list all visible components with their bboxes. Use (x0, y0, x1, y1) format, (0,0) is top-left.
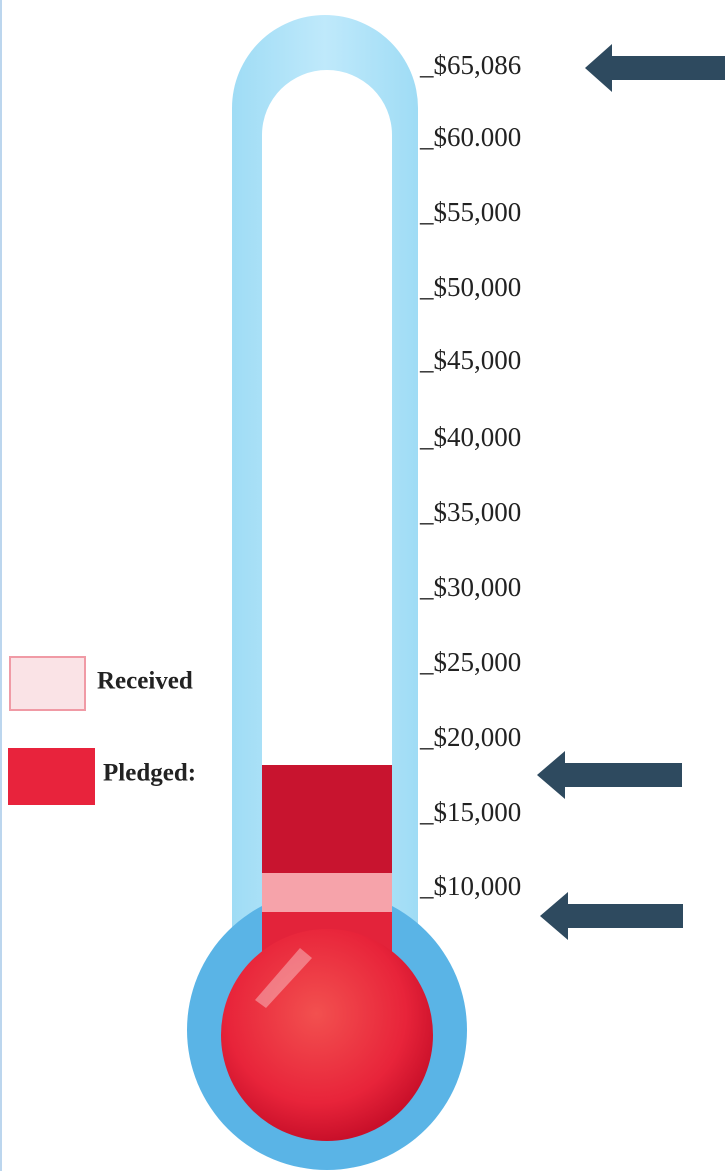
scale: _$65,086 _$60.000 _$55,000 _$50,000 _$45,000… (419, 50, 521, 901)
scale-label: _$60.000 (419, 122, 521, 152)
scale-label: _$30,000 (419, 572, 521, 602)
legend-swatch-pledged (8, 748, 95, 805)
legend-swatch-received (10, 657, 85, 710)
scale-label: _$40,000 (419, 422, 521, 452)
scale-label: _$25,000 (419, 647, 521, 677)
thermometer-page: Received Pledged: _$65,086 _$60.000 _$55,0… (0, 0, 725, 1171)
arrow (540, 892, 683, 940)
scale-label: _$55,000 (419, 197, 521, 227)
received-fill (262, 873, 392, 912)
scale-label: _$20,000 (419, 722, 521, 752)
scale-label: _$50,000 (419, 272, 521, 302)
legend-label: Received (97, 668, 193, 695)
scale-label: _$35,000 (419, 497, 521, 527)
arrow (585, 44, 725, 92)
scale-label: _$45,000 (419, 345, 521, 375)
scale-label: _$10,000 (419, 871, 521, 901)
scale-label: _$65,086 (419, 50, 521, 80)
pledged-fill (262, 765, 392, 873)
arrow (537, 751, 682, 799)
legend-label: Pledged: (103, 760, 196, 787)
scale-label: _$15,000 (419, 797, 521, 827)
bulb-inner (221, 929, 433, 1141)
